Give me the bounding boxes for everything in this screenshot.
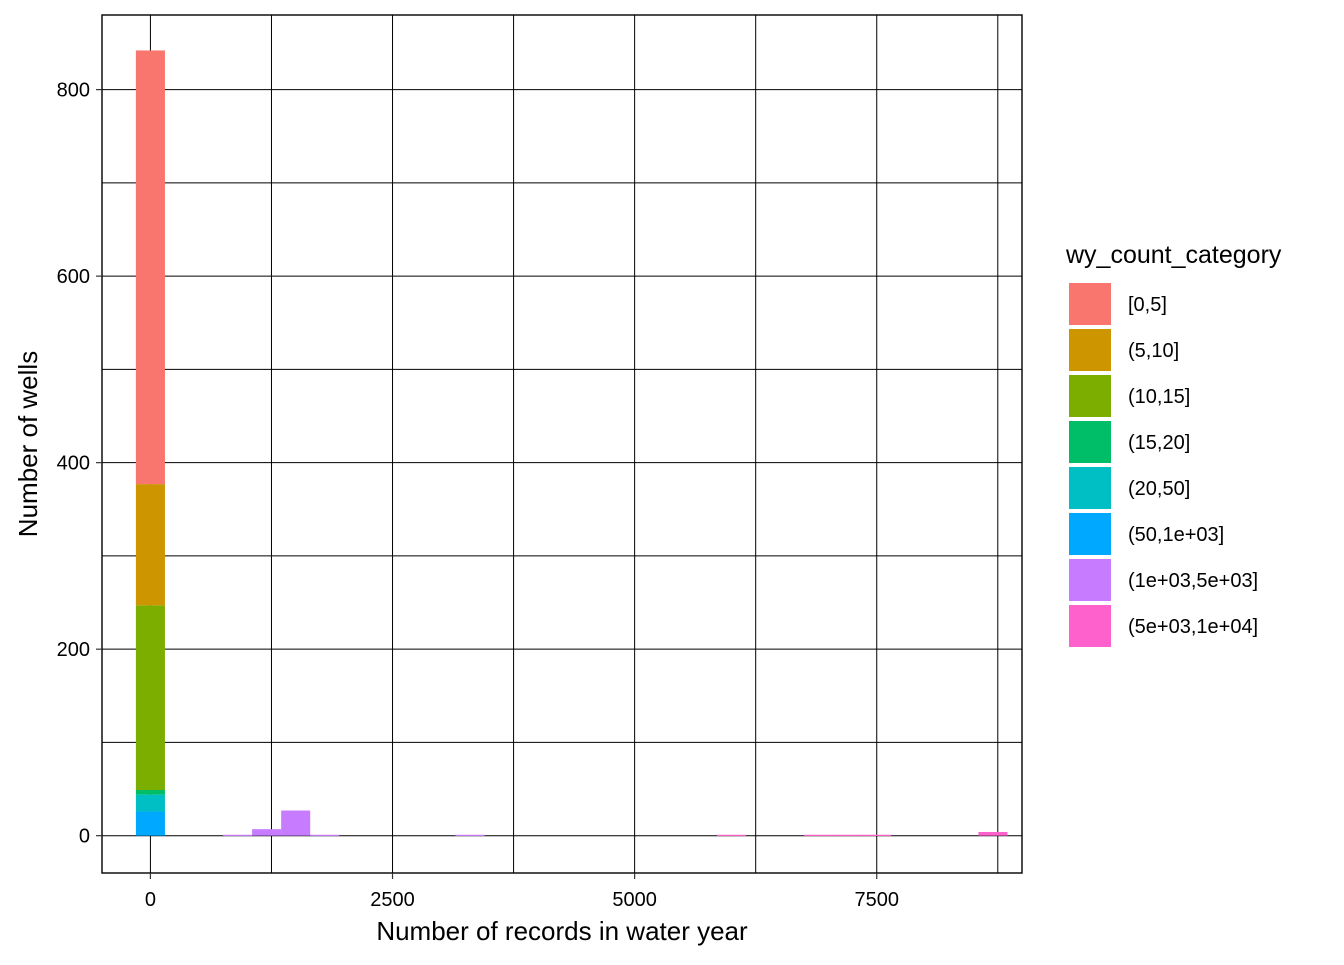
legend-title: wy_count_category <box>1065 241 1282 269</box>
bar-segment <box>310 834 340 836</box>
x-tick-label: 5000 <box>612 889 657 911</box>
legend-label: (15,20] <box>1128 432 1190 454</box>
bar-segment <box>862 834 892 836</box>
y-axis-title: Number of wells <box>13 351 43 537</box>
legend-key <box>1069 329 1111 371</box>
bar-segment <box>135 605 165 790</box>
y-tick-label: 0 <box>79 826 90 848</box>
legend-label: [0,5] <box>1128 294 1167 316</box>
legend-label: (5e+03,1e+04] <box>1128 616 1258 638</box>
legend-label: (5,10] <box>1128 340 1179 362</box>
y-tick-label: 600 <box>57 266 90 288</box>
legend-key <box>1069 283 1111 325</box>
x-tick-label: 2500 <box>370 889 415 911</box>
y-tick-label: 800 <box>57 80 90 102</box>
legend-key <box>1069 559 1111 601</box>
bar-segment <box>455 834 485 836</box>
legend-key <box>1069 605 1111 647</box>
x-tick-label: 0 <box>145 889 156 911</box>
legend-key <box>1069 467 1111 509</box>
bar-segment <box>716 834 746 836</box>
bar-segment <box>135 789 165 795</box>
legend-label: (10,15] <box>1128 386 1190 408</box>
legend-key <box>1069 375 1111 417</box>
bar-segment <box>135 50 165 485</box>
axis-ticks: 0 2500 5000 7500 0 200 400 600 800 <box>57 80 899 911</box>
bar-segment <box>281 810 311 836</box>
bar-segment <box>135 484 165 606</box>
y-tick-label: 400 <box>57 453 90 475</box>
x-axis-title: Number of records in water year <box>376 916 748 946</box>
plot-frame <box>101 14 1023 874</box>
legend-label: (20,50] <box>1128 478 1190 500</box>
legend: [0,5] (5,10] (10,15] (15,20] (20,50] (50,1e+0… <box>1069 283 1258 647</box>
legend-label: (1e+03,5e+03] <box>1128 570 1258 592</box>
bar-segment <box>978 831 1008 836</box>
bar-segment <box>833 834 863 836</box>
legend-key <box>1069 513 1111 555</box>
x-tick-label: 7500 <box>854 889 899 911</box>
bar-segment <box>252 829 282 836</box>
bar-segment <box>223 834 253 836</box>
y-tick-label: 200 <box>57 639 90 661</box>
bars <box>135 50 1008 836</box>
bar-segment <box>804 834 834 836</box>
bar-segment <box>135 794 165 812</box>
bar-segment <box>135 811 165 836</box>
legend-key <box>1069 421 1111 463</box>
legend-label: (50,1e+03] <box>1128 524 1224 546</box>
